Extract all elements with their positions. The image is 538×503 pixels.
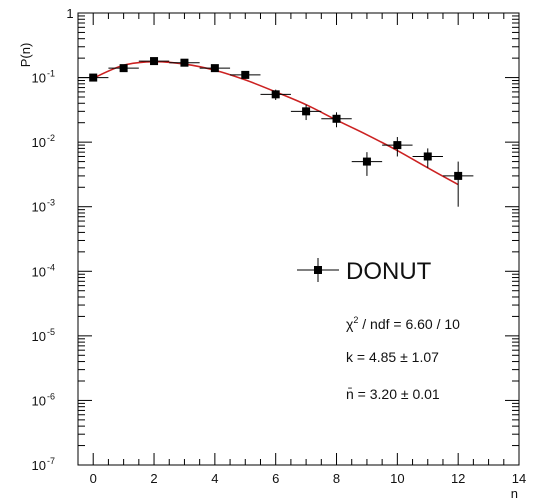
y-tick-label: 10 (32, 458, 46, 473)
x-tick-label: 12 (451, 471, 465, 486)
data-point (412, 148, 443, 168)
y-tick-label: 10 (32, 200, 46, 215)
y-axis-label: P(n) (18, 43, 33, 68)
x-tick-label: 2 (150, 471, 157, 486)
data-point (290, 104, 322, 121)
y-tick-exponent: -6 (47, 391, 55, 401)
y-tick-label: 10 (32, 71, 46, 86)
data-marker (150, 57, 159, 66)
data-point (199, 64, 231, 73)
x-tick-label: 0 (90, 471, 97, 486)
legend-stat-chi2: χ2 / ndf = 6.60 / 10 (346, 315, 460, 332)
legend-marker (314, 266, 322, 274)
y-tick-label: 1 (66, 6, 73, 21)
y-tick-exponent: -7 (47, 456, 55, 466)
data-marker (362, 157, 371, 166)
x-tick-label: 4 (211, 471, 218, 486)
data-marker (271, 90, 280, 99)
data-point (382, 137, 413, 157)
y-axis: 10 -710 -610 -510 -410 -310 -210 -11 (32, 6, 519, 473)
y-tick-label: 10 (32, 329, 46, 344)
data-point (230, 70, 261, 79)
x-tick-label: 10 (390, 471, 404, 486)
fit-curve (92, 60, 459, 186)
y-tick-exponent: -2 (47, 133, 55, 143)
y-tick-label: 10 (32, 264, 46, 279)
data-marker (210, 64, 219, 73)
data-point (260, 89, 291, 100)
data-marker (119, 64, 128, 73)
x-tick-label: 6 (272, 471, 279, 486)
y-tick-exponent: -4 (47, 262, 55, 272)
data-point (442, 161, 474, 207)
data-point (78, 73, 109, 82)
legend-entry: DONUT (346, 258, 432, 285)
legend-stat-nbar: n̄ = 3.20 ± 0.01 (346, 386, 440, 402)
data-marker (241, 70, 250, 79)
data-point (351, 152, 383, 176)
data-marker (332, 114, 341, 123)
x-axis-label: n (511, 486, 518, 501)
y-tick-label: 10 (32, 393, 46, 408)
x-tick-label: 8 (333, 471, 340, 486)
y-tick-label: 10 (32, 135, 46, 150)
data-point (169, 58, 200, 67)
data-marker (180, 58, 189, 67)
y-tick-exponent: -5 (47, 327, 55, 337)
y-tick-exponent: -1 (47, 69, 55, 79)
data-marker (454, 171, 463, 180)
data-point (138, 57, 170, 66)
y-tick-exponent: -3 (47, 198, 55, 208)
data-marker (89, 73, 98, 82)
plot-frame (77, 12, 520, 466)
data-marker (423, 152, 432, 161)
legend: DONUT χ2 / ndf = 6.60 / 10 k = 4.85 ± 1.… (297, 258, 460, 402)
data-marker (302, 107, 311, 116)
legend-stat-k: k = 4.85 ± 1.07 (346, 349, 439, 365)
data-marker (393, 141, 402, 150)
x-axis: 0 2 4 6 8 10 12 14 (90, 13, 526, 486)
data-point (108, 64, 139, 73)
data-point (321, 112, 352, 128)
data-points (78, 57, 474, 207)
x-tick-label: 14 (512, 471, 526, 486)
